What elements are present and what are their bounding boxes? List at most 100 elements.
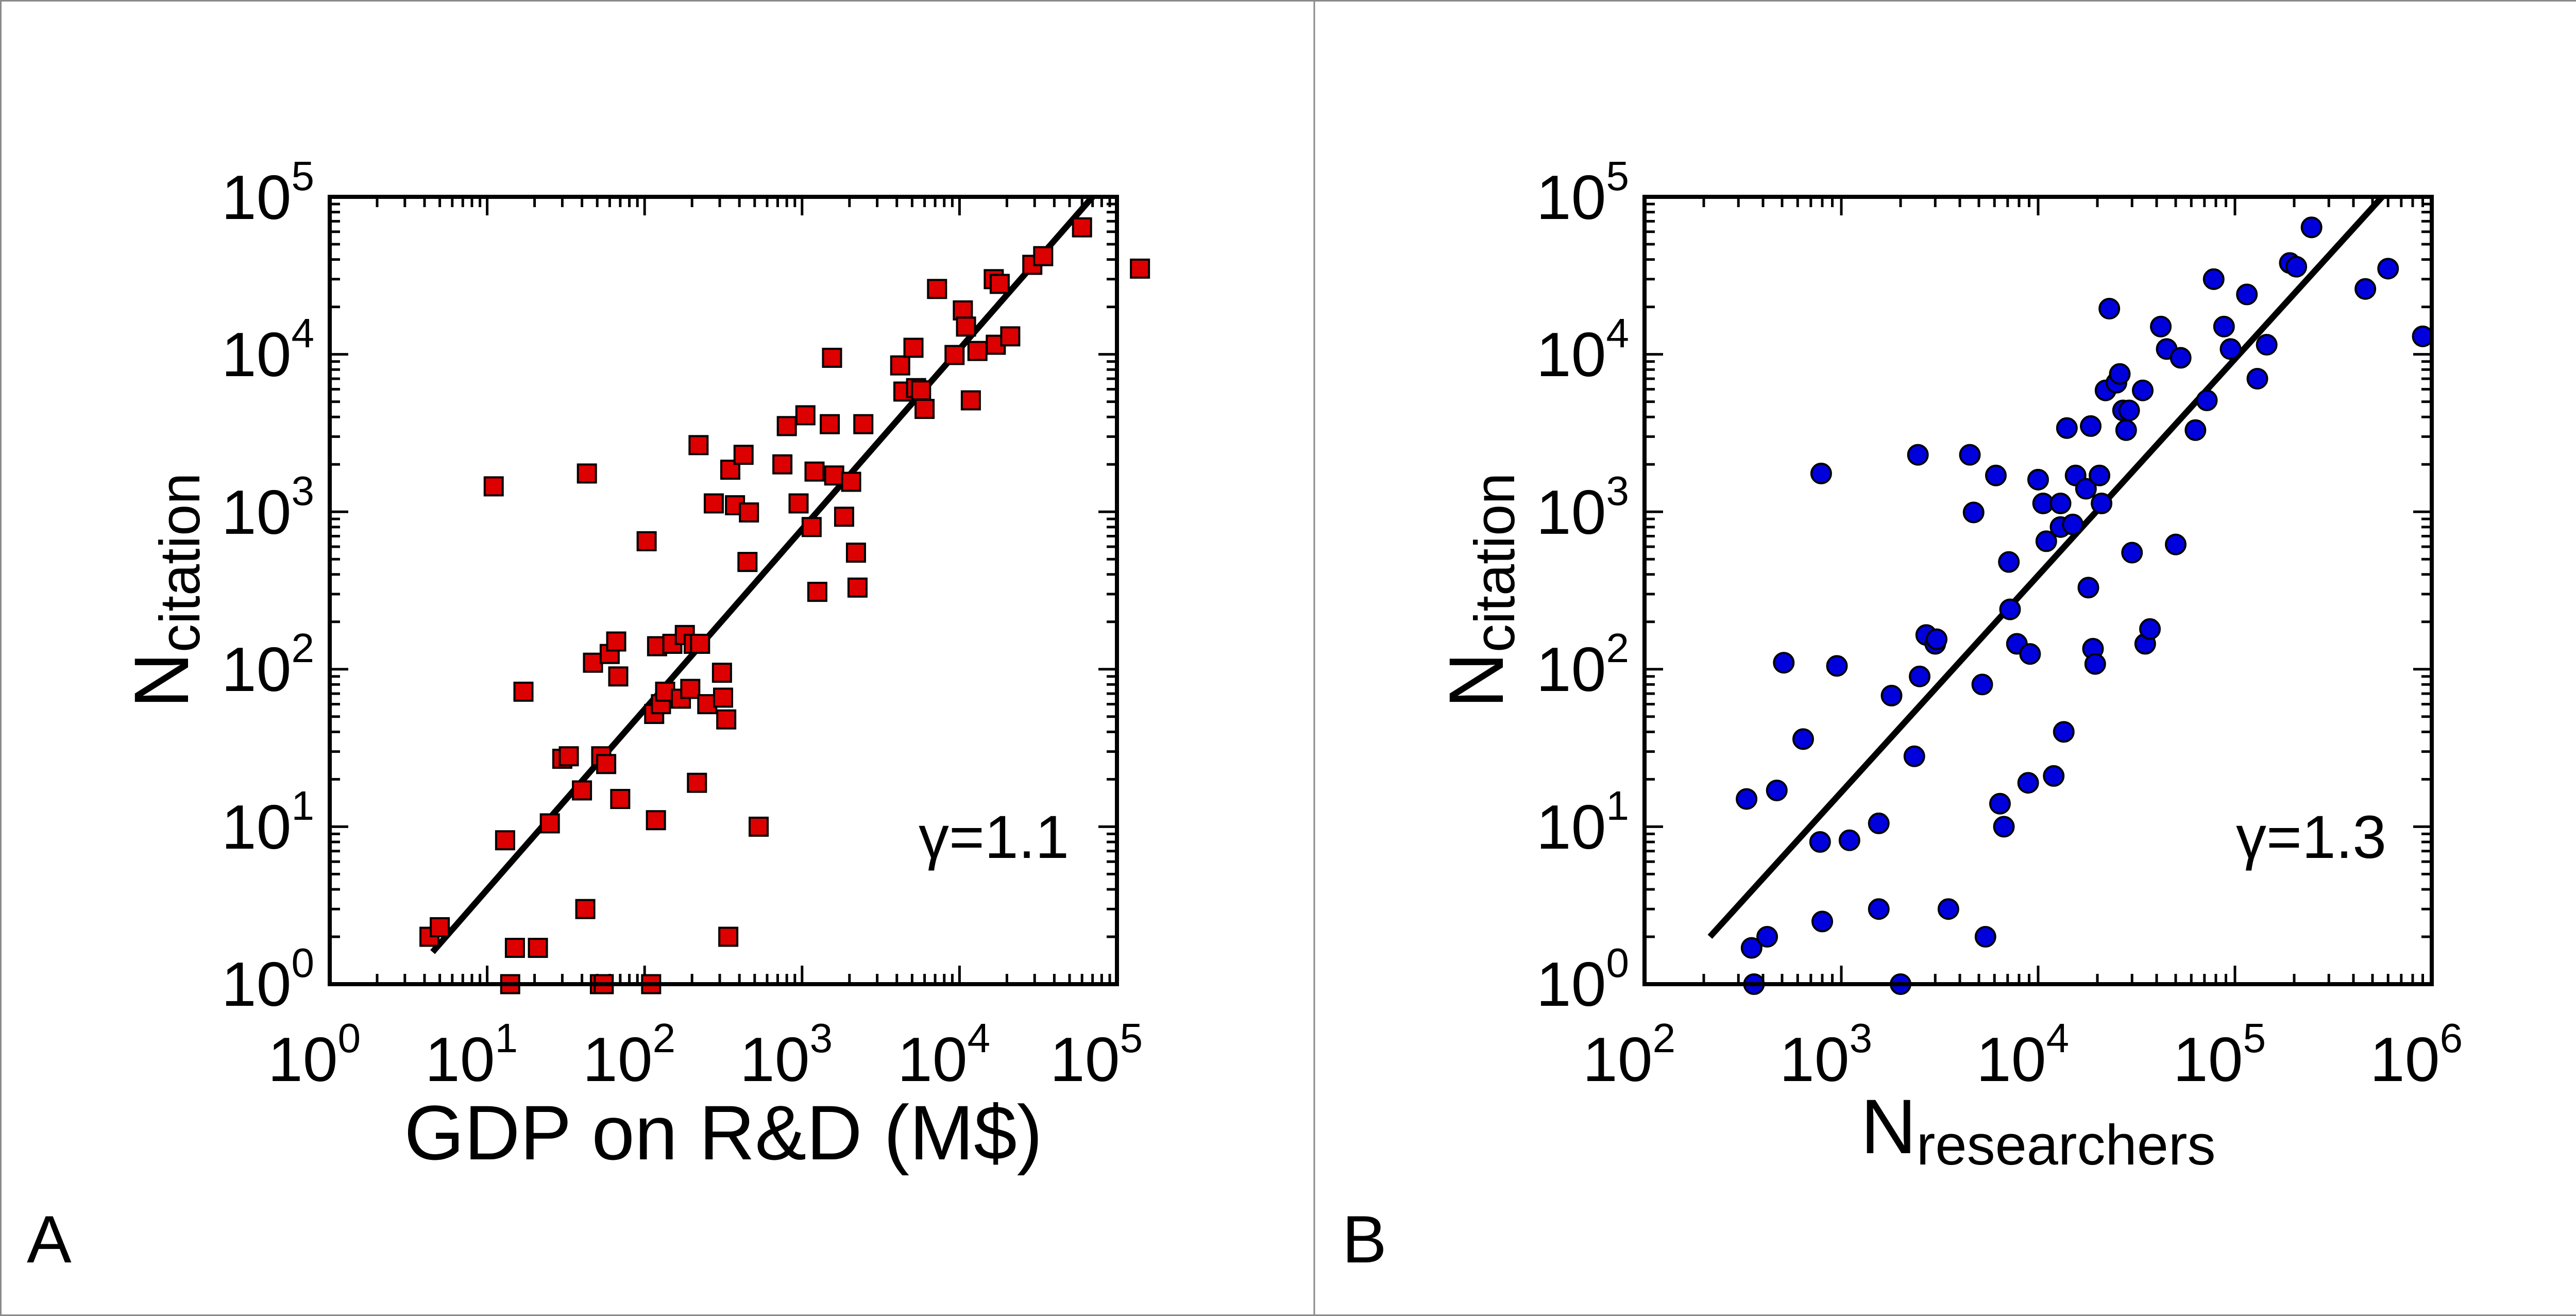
- panel-b-data-point: [1766, 779, 1788, 801]
- panel-a-data-point: [749, 816, 769, 837]
- panel-a-x-tick-labels: 100 101 102 103 104 105: [268, 1015, 1143, 1094]
- panel-b-data-point: [1740, 937, 1762, 959]
- panel-a-data-point: [739, 502, 759, 523]
- panel-a-data-point: [583, 652, 603, 673]
- panel-b-data-point: [2300, 216, 2323, 239]
- panel-b-data-point: [1999, 598, 2021, 620]
- panel-b-data-point: [1962, 501, 1985, 524]
- panel-a-data-point: [1130, 258, 1150, 279]
- panel-b-data-point: [2139, 618, 2161, 640]
- panel-b-data-point: [1937, 898, 1959, 920]
- panel-a-data-point: [956, 316, 976, 337]
- panel-a-data-point: [513, 681, 534, 702]
- panel-b-data-point: [1909, 665, 1931, 687]
- panel-b-data-point: [1838, 829, 1860, 851]
- panel-b-gamma-annotation: γ=1.3: [2236, 803, 2386, 871]
- panel-b-data-point: [1736, 788, 1758, 810]
- panel-a-data-point: [1000, 326, 1021, 347]
- panel-b-plot-frame: [1642, 195, 2434, 986]
- panel-a-data-point: [807, 582, 827, 602]
- panel-b-data-point: [2115, 419, 2137, 441]
- panel-a-data-point: [504, 938, 525, 958]
- panel-a-data-point: [596, 754, 617, 774]
- panel-b-data-point: [2075, 478, 2097, 500]
- panel-b-data-point: [2091, 492, 2113, 514]
- panel-b-data-point: [2236, 283, 2258, 306]
- panel-b-x-axis-title: Nresearchers: [1860, 1083, 2215, 1177]
- panel-a-data-point: [572, 780, 592, 801]
- panel-b-data-point: [1773, 652, 1795, 674]
- panel-a-data-point: [841, 471, 861, 492]
- panel-a-y-tick-label: 104: [222, 310, 314, 390]
- panel-a-y-tick-label: 102: [222, 625, 314, 704]
- panel-b-data-point: [2118, 399, 2140, 421]
- panel-b-x-tick-label: 103: [1780, 1015, 1872, 1094]
- panel-b-data-point: [1907, 444, 1929, 466]
- panel-b-data-point: [2053, 721, 2075, 743]
- panel-b-data-point: [2132, 379, 2154, 401]
- panel-a-data-point: [824, 465, 844, 486]
- panel-a-data-point: [577, 463, 597, 484]
- panel-a-data-point: [795, 405, 816, 426]
- panel-b-data-point: [2412, 325, 2434, 347]
- panel-a-x-tick-label: 100: [268, 1015, 361, 1094]
- panel-b-data-point: [2098, 297, 2121, 319]
- panel-a-data-point: [772, 454, 793, 475]
- panel-a-data-point: [690, 633, 710, 654]
- panel-b-x-tick-labels: 102 103 104 105 106: [1583, 1015, 2463, 1094]
- panel-a-data-point: [733, 445, 754, 465]
- panel-b-data-point: [1810, 462, 1832, 484]
- panel-b-data-point: [1974, 926, 1996, 948]
- panel-b-data-point: [1809, 831, 1831, 853]
- panel-b-data-point: [1959, 444, 1981, 466]
- panel-a-x-tick-label: 103: [740, 1015, 833, 1094]
- panel-a-data-point: [822, 347, 842, 368]
- panel-b-data-point: [1811, 910, 1833, 933]
- panel-a-data-point: [718, 926, 739, 947]
- panel-b-data-point: [2246, 367, 2268, 390]
- panel-b-data-point: [2184, 419, 2207, 441]
- panel-b-data-point: [2027, 468, 2049, 491]
- panel-b-data-point: [2035, 530, 2057, 552]
- panel-a-data-point: [903, 338, 924, 358]
- panel-b-data-point: [2219, 338, 2242, 360]
- panel-b-x-tick-label: 102: [1583, 1015, 1675, 1094]
- panel-a-data-point: [558, 746, 579, 767]
- panel-a-data-point: [539, 813, 560, 834]
- panel-a-data-point: [820, 414, 840, 434]
- panel-a-data-point: [610, 789, 631, 809]
- panel-a-data-point: [737, 552, 758, 572]
- panel-b-data-point: [1756, 926, 1778, 948]
- panel-b-x-tick-label: 106: [2370, 1015, 2463, 1094]
- panel-a-data-point: [927, 279, 947, 299]
- panel-b-y-tick-label: 105: [1536, 153, 1629, 232]
- panel-a-data-point: [1033, 246, 1054, 266]
- panel-a-letter: A: [27, 1202, 72, 1277]
- panel-b-x-tick-label: 105: [2173, 1015, 2266, 1094]
- panel-b-letter: B: [1342, 1202, 1387, 1277]
- panel-a-data-point: [1072, 217, 1092, 238]
- panel-a-data-point: [911, 380, 931, 401]
- panel-a-data-point: [688, 435, 709, 455]
- panel-a-data-point: [960, 390, 981, 411]
- panel-b-data-point: [1826, 655, 1848, 677]
- panel-b-data-point: [2019, 643, 2041, 665]
- panel-a-data-point: [711, 663, 732, 683]
- panel-a-chart: 100 101 102 103 104 105 100 101 102 103 …: [27, 153, 1150, 1277]
- panel-b-data-point: [2150, 315, 2172, 338]
- panel-b-data-point: [2084, 653, 2106, 675]
- panel-b-data-point: [2043, 765, 2065, 787]
- panel-a-data-point: [853, 414, 874, 434]
- panel-a-data-point: [713, 687, 733, 708]
- panel-a-y-tick-labels: 100 101 102 103 104 105: [222, 153, 314, 1019]
- panel-a-data-point: [483, 476, 504, 497]
- panel-b-data-point: [2202, 268, 2225, 290]
- panel-a-data-point: [847, 577, 868, 598]
- panel-a-data-point: [575, 899, 596, 919]
- panel-a-data-point: [608, 666, 629, 687]
- panel-b-y-tick-label: 104: [1536, 310, 1629, 390]
- panel-a-x-tick-label: 101: [425, 1015, 518, 1094]
- panel-b-data-point: [2170, 347, 2192, 369]
- panel-b-data-point: [2256, 334, 2278, 356]
